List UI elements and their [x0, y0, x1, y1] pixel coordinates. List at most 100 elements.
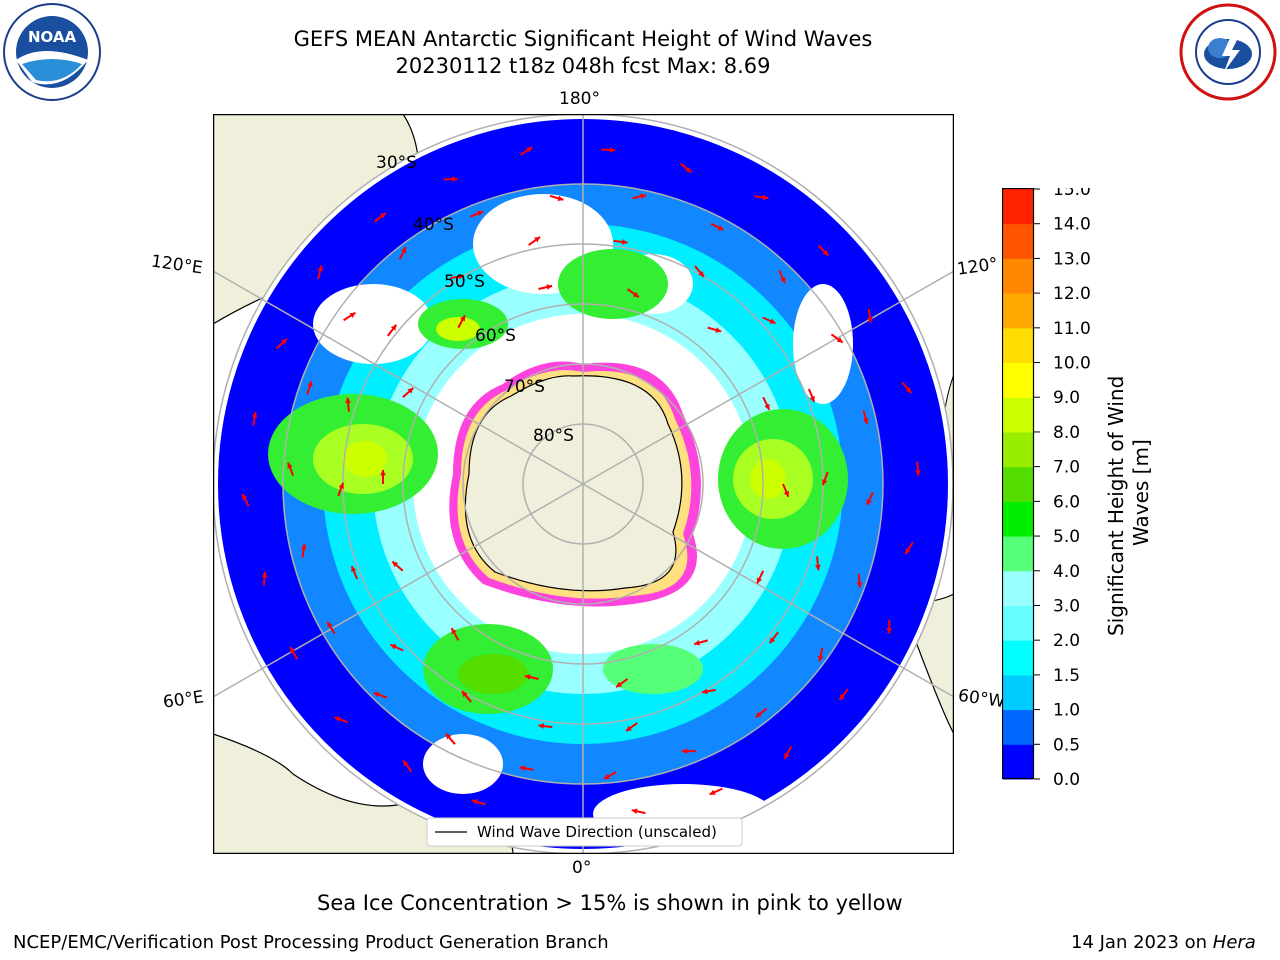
wind-arrow-head: [462, 691, 468, 698]
wind-arrow-head: [769, 318, 776, 324]
wind-arrow-head: [242, 493, 248, 500]
lon-label-180: 180°: [559, 89, 600, 109]
wind-arrow-head: [390, 324, 397, 331]
wind-arrow-head: [290, 647, 296, 654]
wind-arrow-head: [621, 239, 628, 245]
wind-arrow-head: [632, 291, 639, 298]
colorbar-box: [1003, 570, 1033, 606]
colorbar-box: [1003, 709, 1033, 745]
wind-arrow-head: [261, 571, 268, 578]
lon-label-120e: 120°E: [149, 251, 204, 279]
colorbar-tick-label: 0.0: [1053, 770, 1080, 788]
wind-arrow-head: [338, 482, 344, 489]
colorbar-tick-label: 8.0: [1053, 423, 1080, 443]
colorbar-tick-label: 12.0: [1053, 284, 1091, 304]
wind-arrow-head: [905, 387, 912, 393]
colorbar-tick-label: 14.0: [1053, 215, 1091, 235]
wind-arrow-head: [817, 655, 824, 662]
wind-arrow-head: [351, 566, 357, 573]
colorbar: 0.0 0.5 1.0 1.5 2.0 3.0 4.0 5.0 6.0 7.0 8.0 9.0 10.0…: [1002, 188, 1153, 788]
wind-arrow-head: [327, 621, 333, 628]
lat-label-80s: 80°S: [533, 426, 574, 446]
wind-arrow-head: [822, 249, 829, 256]
wind-arrow-head: [769, 637, 776, 644]
colorbar-box: [1003, 640, 1033, 676]
footer-machine: Hera: [1212, 932, 1256, 953]
wind-arrow-head: [379, 212, 386, 219]
chart-title: GEFS MEAN Antarctic Significant Height o…: [293, 27, 873, 51]
legend-label: Wind Wave Direction (unscaled): [477, 823, 717, 841]
wind-arrow-head: [307, 381, 313, 387]
wind-arrow-head: [251, 411, 258, 418]
colorbar-box: [1003, 605, 1033, 641]
wind-arrow-head: [452, 176, 458, 182]
wind-arrow-head: [783, 490, 790, 497]
colorbar-tick-label: 13.0: [1053, 249, 1091, 269]
colorbar-tick-label: 9.0: [1053, 388, 1080, 408]
chart-subtitle: 20230112 t18z 048h fcst Max: 8.69: [395, 54, 771, 78]
wind-arrow-head: [401, 247, 407, 254]
wind-arrow-head: [836, 337, 843, 343]
wind-arrow-head: [905, 548, 911, 555]
wind-arrow-head: [519, 765, 526, 772]
wind-arrow-head: [557, 195, 564, 202]
footer-right: 14 Jan 2023 on Hera: [1071, 932, 1256, 953]
wind-arrow-head: [698, 270, 704, 277]
wind-arrow-head: [281, 338, 287, 345]
colorbar-box: [1003, 674, 1033, 711]
colorbar-box: [1003, 223, 1033, 259]
lat-label-70s: 70°S: [504, 377, 545, 397]
colorbar-tick-label: 6.0: [1053, 492, 1080, 512]
map-legend: Wind Wave Direction (unscaled): [426, 817, 743, 847]
wind-arrow-head: [780, 277, 786, 284]
wind-arrow-head: [755, 711, 762, 718]
sea-ice-caption: Sea Ice Concentration > 15% is shown in …: [317, 891, 903, 915]
lon-label-120w: 120°: [955, 254, 1000, 280]
wind-arrow-head: [300, 543, 307, 550]
wind-arrow-head: [534, 236, 541, 243]
wind-arrow-head: [685, 166, 692, 173]
wind-arrow-head: [403, 760, 409, 767]
wind-arrow-head: [392, 561, 399, 568]
lat-label-60s: 60°S: [475, 326, 516, 346]
wind-arrow-head: [756, 577, 762, 584]
colorbar-box: [1003, 327, 1033, 364]
wind-arrow-head: [784, 752, 790, 759]
colorbar-box: [1003, 189, 1033, 225]
wind-arrow-head: [867, 317, 873, 323]
wind-arrow-head: [538, 723, 545, 729]
wind-arrow-head: [524, 674, 531, 680]
wind-arrow-head: [477, 210, 484, 217]
wind-arrow-head: [815, 564, 821, 571]
noaa-logo-icon: NOAA: [3, 3, 101, 101]
antarctic-wave-map: 30°S 40°S 50°S 60°S 70°S 80°S Wind Wave …: [213, 114, 954, 854]
wind-arrow-head: [458, 273, 465, 280]
wind-arrow-head: [822, 479, 828, 486]
colorbar-box: [1003, 258, 1033, 294]
lat-label-50s: 50°S: [444, 272, 485, 292]
colorbar-tick-label: 15.0: [1053, 188, 1091, 200]
colorbar-box: [1003, 397, 1033, 433]
wind-arrow-head: [839, 694, 845, 701]
wind-arrow-head: [616, 681, 623, 688]
colorbar-label-line2: Waves [m]: [1129, 439, 1153, 546]
colorbar-box: [1003, 744, 1033, 780]
wind-arrow-head: [373, 691, 380, 698]
colorbar-tick-label: 7.0: [1053, 458, 1080, 478]
footer-date: 14 Jan 2023 on: [1071, 932, 1213, 953]
colorbar-box: [1003, 536, 1033, 572]
wind-arrow-head: [287, 462, 293, 469]
colorbar-box: [1003, 293, 1033, 329]
wind-arrow-head: [631, 808, 638, 815]
lat-label-30s: 30°S: [376, 153, 417, 173]
lat-label-40s: 40°S: [413, 215, 454, 235]
wind-arrow-head: [317, 265, 324, 272]
wind-arrow-head: [715, 327, 722, 333]
wind-arrow-head: [445, 733, 452, 740]
lon-label-0: 0°: [572, 858, 592, 878]
wind-arrow-head: [717, 225, 724, 231]
wind-arrow-head: [762, 194, 769, 201]
colorbar-box: [1003, 501, 1033, 537]
nws-logo-icon: [1179, 3, 1277, 101]
wind-arrow-head: [459, 315, 465, 322]
